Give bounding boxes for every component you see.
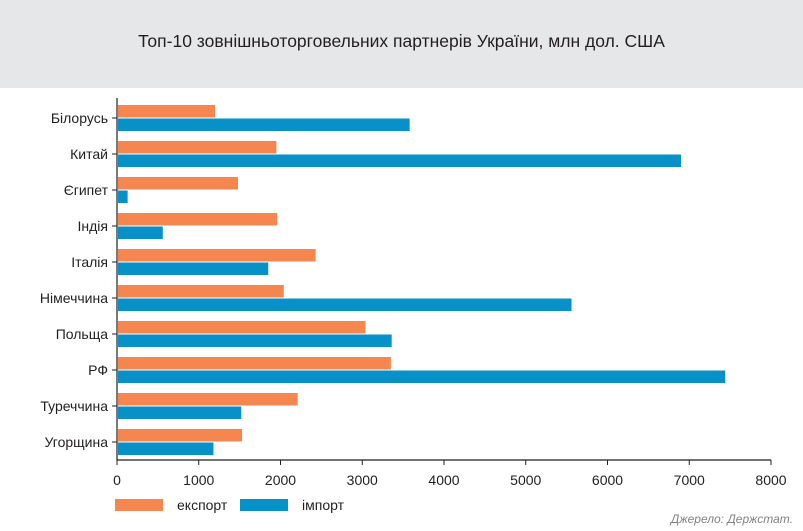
category-label-4: Італія [71,254,108,270]
x-tick-label-4: 4000 [428,472,459,488]
bar-export-4 [118,249,316,262]
bar-import-7 [118,370,726,383]
bar-export-6 [118,321,366,334]
category-label-8: Туреччина [40,398,108,414]
x-tick-label-3: 3000 [347,472,378,488]
category-label-1: Китай [70,146,108,162]
bar-import-4 [118,262,269,275]
bar-export-0 [118,105,216,118]
category-label-9: Угорщина [45,434,109,450]
x-tick-label-5: 5000 [510,472,541,488]
category-label-6: Польща [56,326,109,342]
chart-header: Топ-10 зовнішньоторговельних партнерів У… [0,0,803,88]
bar-export-3 [118,213,278,226]
x-tick-label-7: 7000 [674,472,705,488]
legend-export: експорт [115,497,227,513]
chart-title: Топ-10 зовнішньоторговельних партнерів У… [138,31,665,51]
x-tick-label-1: 1000 [183,472,214,488]
bar-export-7 [118,357,391,370]
bar-import-0 [118,118,410,131]
bar-import-6 [118,334,392,347]
x-tick-label-0: 0 [113,472,121,488]
bar-import-8 [118,406,242,419]
category-label-0: Білорусь [51,110,108,126]
bar-import-5 [118,298,572,311]
category-label-5: Німеччина [40,290,108,306]
legend-label-import: імпорт [302,497,344,513]
legend-swatch-import [240,499,288,511]
category-label-2: Єгипет [64,182,109,198]
legend-swatch-export [115,499,163,511]
bar-export-5 [118,285,284,298]
x-tick-label-2: 2000 [265,472,296,488]
bar-export-2 [118,177,238,190]
legend-import: імпорт [240,497,344,513]
category-label-7: РФ [88,362,108,378]
category-label-3: Індія [78,218,108,234]
x-tick-label-6: 6000 [592,472,623,488]
bar-import-1 [118,154,682,167]
bar-import-2 [118,190,128,203]
bar-export-9 [118,429,243,442]
x-tick-label-8: 8000 [755,472,786,488]
source-note: Джерело: Держстат. [670,512,793,526]
bar-import-3 [118,226,163,239]
bar-export-8 [118,393,298,406]
bar-import-9 [118,442,214,455]
bar-export-1 [118,141,277,154]
legend-label-export: експорт [177,497,228,513]
